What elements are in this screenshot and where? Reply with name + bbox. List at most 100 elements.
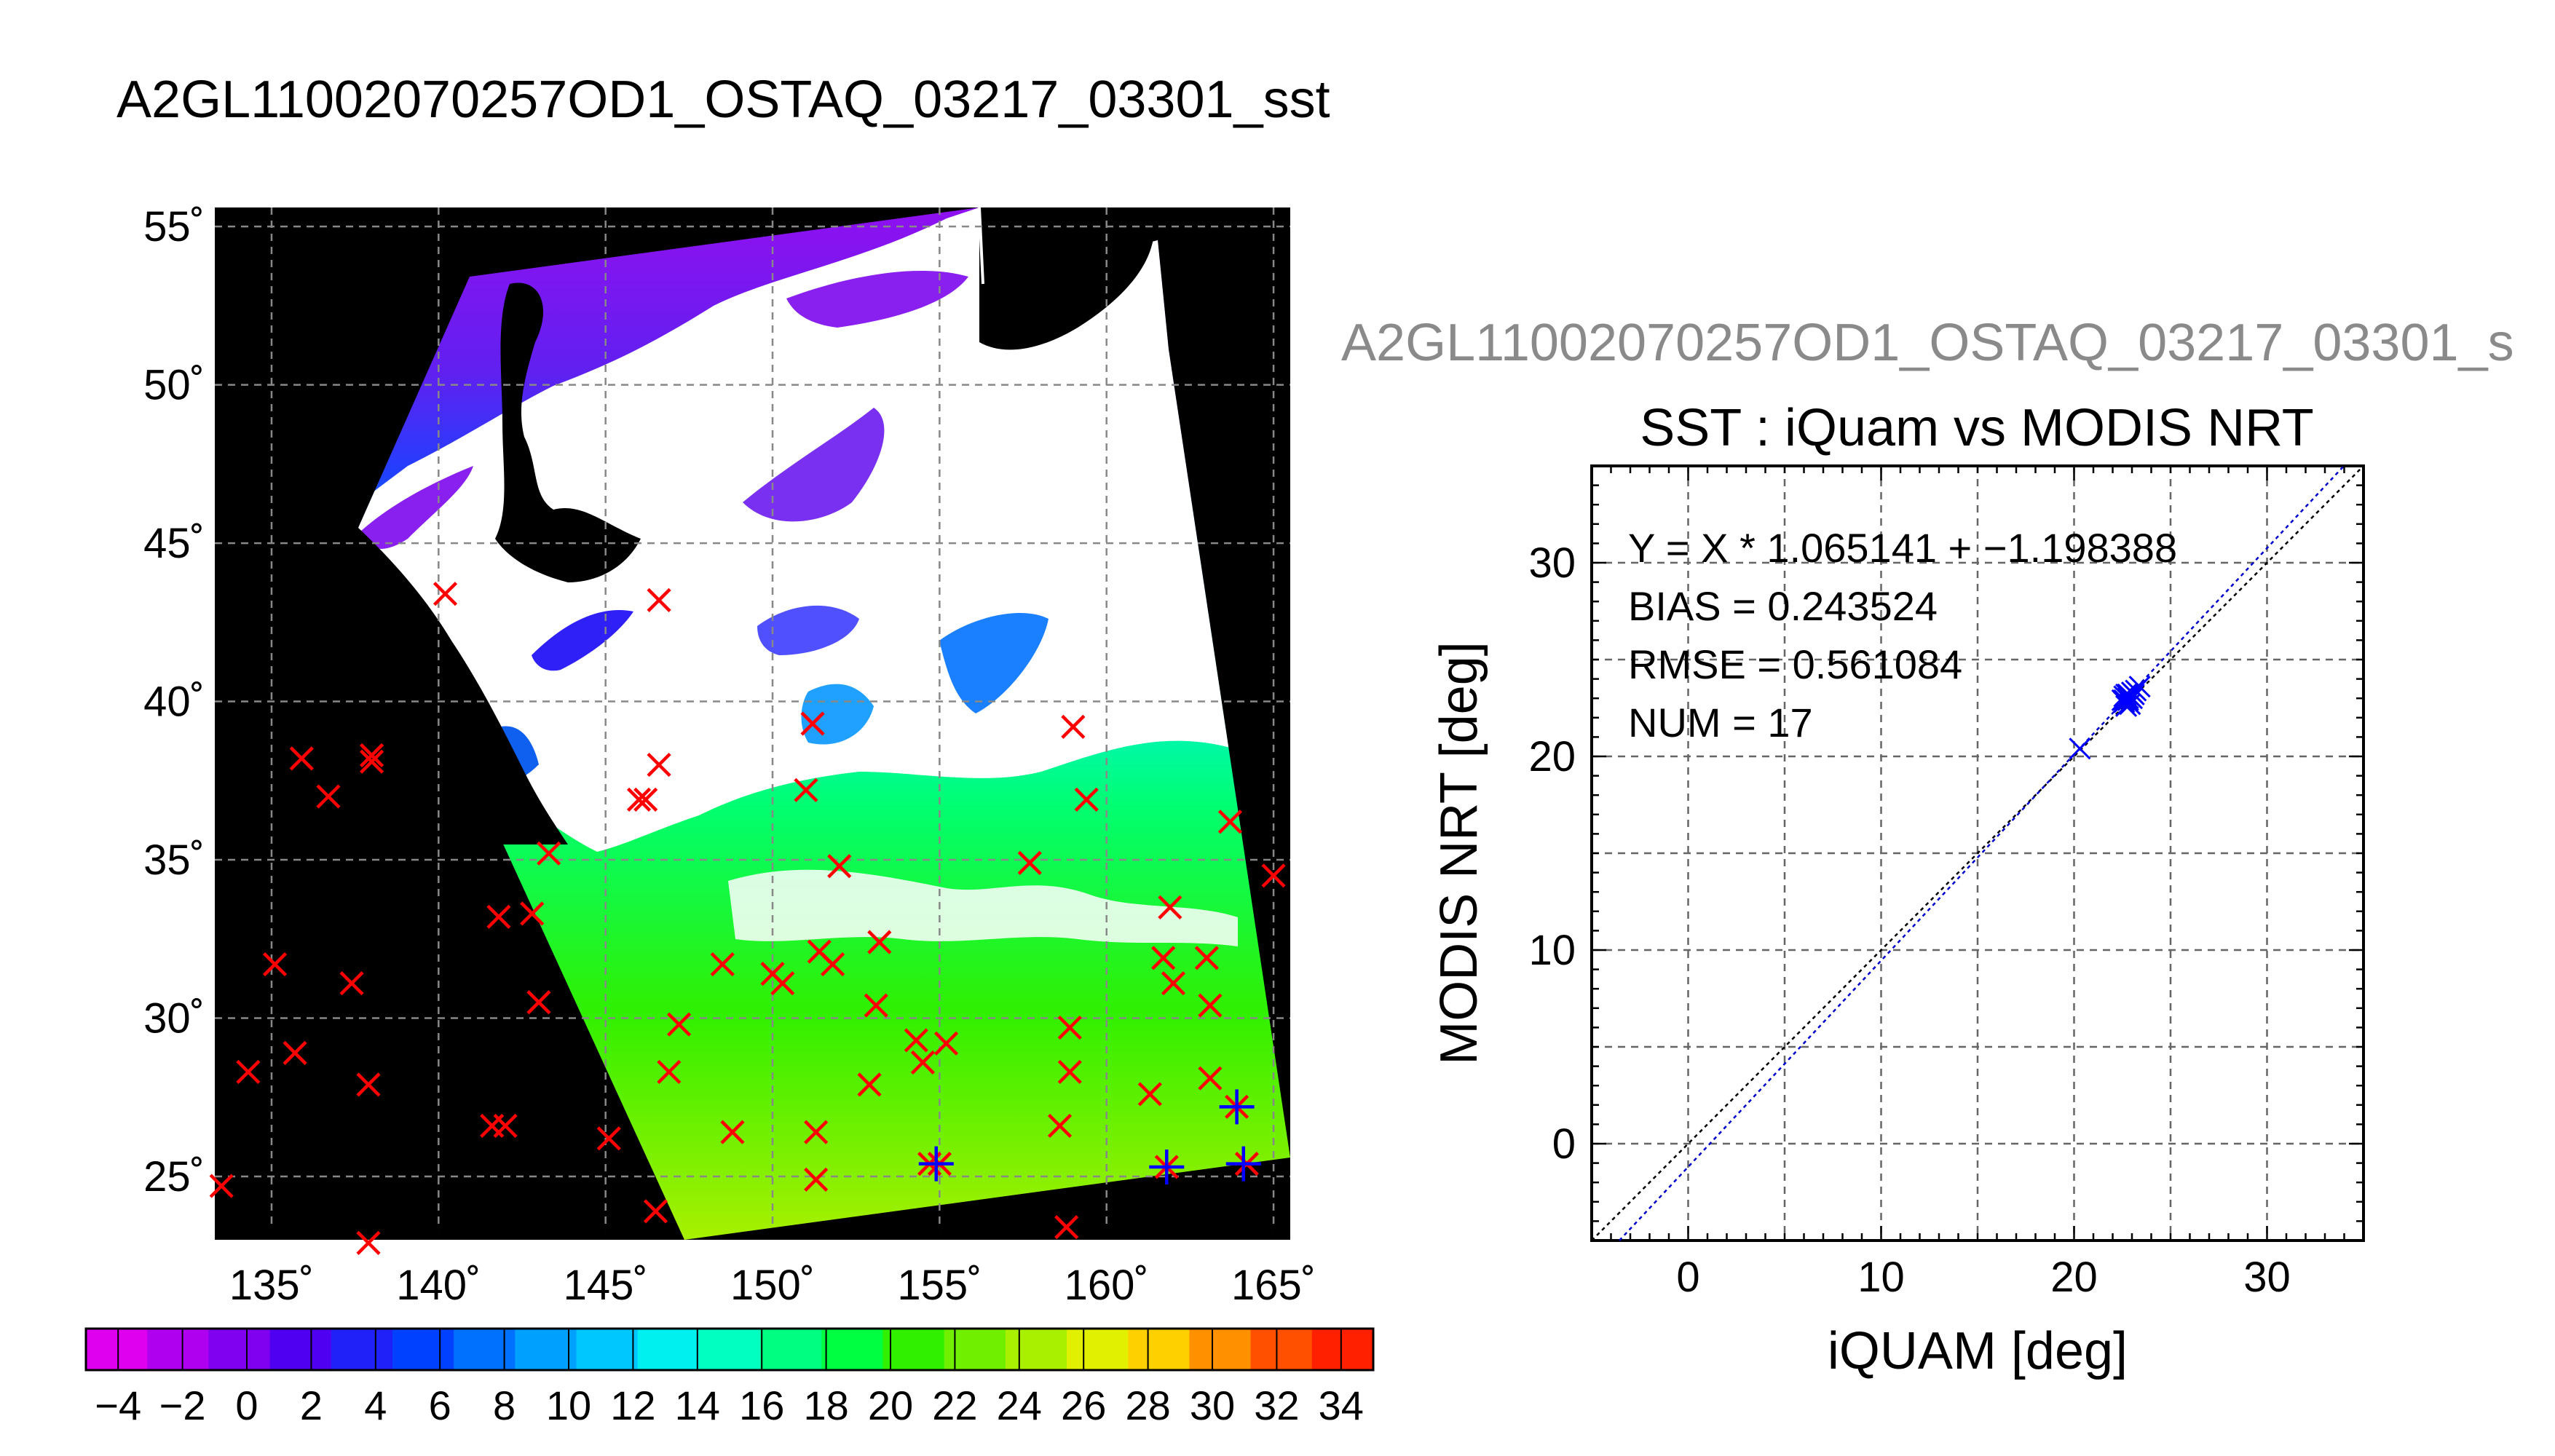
map-x-tick-label: 145˚ <box>564 1262 648 1309</box>
map-in-situ-marker <box>910 1050 936 1075</box>
colorbar-tick-label: 0 <box>235 1382 258 1428</box>
scatter-stat-bias: BIAS = 0.243524 <box>1628 583 1938 629</box>
scatter-point <box>2113 691 2136 713</box>
page-title: A2GL11002070257OD1_OSTAQ_03217_03301_sst <box>117 71 1330 129</box>
map-in-situ-marker <box>1057 1059 1082 1085</box>
colorbar-tick-label: −2 <box>159 1382 206 1428</box>
map-in-situ-marker <box>827 854 852 879</box>
map-in-situ-marker <box>537 841 561 866</box>
map-in-situ-marker <box>633 787 658 812</box>
map-in-situ-marker <box>356 1072 381 1097</box>
colorbar-bin <box>269 1329 332 1370</box>
map-matchup-marker <box>918 1146 954 1182</box>
map-in-situ-marker <box>1017 850 1042 875</box>
map-in-situ-marker <box>666 1012 692 1037</box>
scatter-y-tick-label: 30 <box>1528 539 1576 587</box>
colorbar-bin <box>1311 1329 1374 1370</box>
map-in-situ-marker <box>359 743 384 768</box>
colorbar-bin <box>637 1329 700 1370</box>
map-in-situ-marker <box>1061 714 1086 739</box>
scatter-x-tick-label: 30 <box>2243 1254 2291 1301</box>
map-in-situ-marker <box>1194 946 1219 970</box>
sst-cold-patches <box>360 270 1049 780</box>
colorbar-bin <box>1128 1329 1190 1370</box>
map-in-situ-marker <box>864 993 888 1018</box>
map-in-situ-marker <box>1054 1215 1079 1240</box>
colorbar-tick-label: 10 <box>546 1382 591 1428</box>
colorbar-tick-label: 18 <box>803 1382 848 1428</box>
map-axes: 135˚ 140˚ 145˚ 150˚ 155˚ 160˚ 165˚ 25˚ 30˚ 35˚ 40˚… <box>143 203 1316 1309</box>
colorbar-bin <box>392 1329 454 1370</box>
map-y-tick-label: 25˚ <box>143 1153 205 1200</box>
colorbar-frame <box>84 1327 1375 1372</box>
scatter-points <box>2069 676 2151 760</box>
map-in-situ-marker <box>262 951 288 977</box>
map-in-situ-marker <box>596 1126 621 1151</box>
colorbar-tick-label: 12 <box>610 1382 655 1428</box>
colorbar-bin <box>698 1329 761 1370</box>
scatter-y-tick-label: 20 <box>1528 733 1576 780</box>
colorbar-tick-label: 26 <box>1061 1382 1106 1428</box>
map-in-situ-marker <box>520 901 545 926</box>
colorbar-tick-label: 22 <box>932 1382 977 1428</box>
map-in-situ-marker <box>820 951 845 977</box>
colorbar-tick-label: 4 <box>364 1382 387 1428</box>
scatter-stat-equation: Y = X * 1.065141 + −1.198388 <box>1628 525 2177 571</box>
colorbar-tick-label: 24 <box>997 1382 1042 1428</box>
scatter-point <box>2069 737 2091 760</box>
map-in-situ-marker <box>1151 946 1176 970</box>
colorbar-bin <box>944 1329 1006 1370</box>
colorbar-bin <box>331 1329 393 1370</box>
colorbar-tick-label: 34 <box>1319 1382 1364 1428</box>
colorbar-bin <box>1067 1329 1129 1370</box>
scatter-x-tick-label: 10 <box>1857 1254 1905 1301</box>
map-in-situ-marker <box>657 1059 682 1085</box>
map-in-situ-marker <box>1057 1015 1082 1040</box>
colorbar-bin <box>208 1329 271 1370</box>
colorbar-tick-label: 20 <box>868 1382 913 1428</box>
map-in-situ-marker <box>647 587 671 612</box>
map-in-situ-marker <box>209 1174 234 1198</box>
identity-line <box>1591 465 2364 1241</box>
map-in-situ-marker <box>710 951 735 977</box>
map-in-situ-marker <box>1198 1066 1223 1091</box>
map-in-situ-marker <box>316 784 341 809</box>
colorbar-bin <box>576 1329 639 1370</box>
colorbar-tick-label: 32 <box>1254 1382 1299 1428</box>
colorbar-bin <box>86 1329 148 1370</box>
map-in-situ-marker <box>486 904 511 929</box>
map-in-situ-marker <box>720 1120 745 1144</box>
map-x-tick-label: 165˚ <box>1231 1262 1316 1309</box>
map-in-situ-marker <box>794 778 818 802</box>
map-y-tick-label: 50˚ <box>143 362 205 409</box>
map-y-tick-label: 55˚ <box>143 203 205 250</box>
colorbar-tick-label: 30 <box>1190 1382 1235 1428</box>
colorbar-tick-label: 14 <box>675 1382 720 1428</box>
map-in-situ-marker <box>1261 863 1286 888</box>
map-in-situ-marker <box>339 971 364 996</box>
colorbar-tick-label: 6 <box>429 1382 451 1428</box>
map-matchup-marker <box>1225 1146 1261 1182</box>
map-in-situ-marker <box>359 749 384 774</box>
map-in-situ-marker <box>804 1167 829 1192</box>
map-in-situ-marker <box>1161 971 1186 996</box>
colorbar-tick-label: 2 <box>300 1382 323 1428</box>
map-in-situ-marker <box>433 582 458 606</box>
colorbar-bin <box>1005 1329 1067 1370</box>
map-in-situ-marker <box>804 1120 829 1144</box>
colorbar-bin <box>760 1329 822 1370</box>
colorbar-bin <box>515 1329 577 1370</box>
colorbar-tick-label: −4 <box>95 1382 141 1428</box>
scatter-x-tick-label: 20 <box>2050 1254 2098 1301</box>
scatter-y-tick-label: 10 <box>1528 927 1576 974</box>
map-y-tick-label: 45˚ <box>143 520 205 567</box>
map-in-situ-marker <box>626 787 652 812</box>
map-in-situ-marker <box>493 1113 518 1139</box>
map-in-situ-marker <box>356 1230 381 1255</box>
map-in-situ-marker <box>904 1028 928 1053</box>
map-y-tick-label: 30˚ <box>143 995 205 1042</box>
map-in-situ-marker <box>1198 993 1223 1018</box>
land-sakhalin-hokkaido <box>495 282 641 582</box>
map-in-situ-marker <box>770 971 795 996</box>
regression-line <box>1619 465 2345 1241</box>
